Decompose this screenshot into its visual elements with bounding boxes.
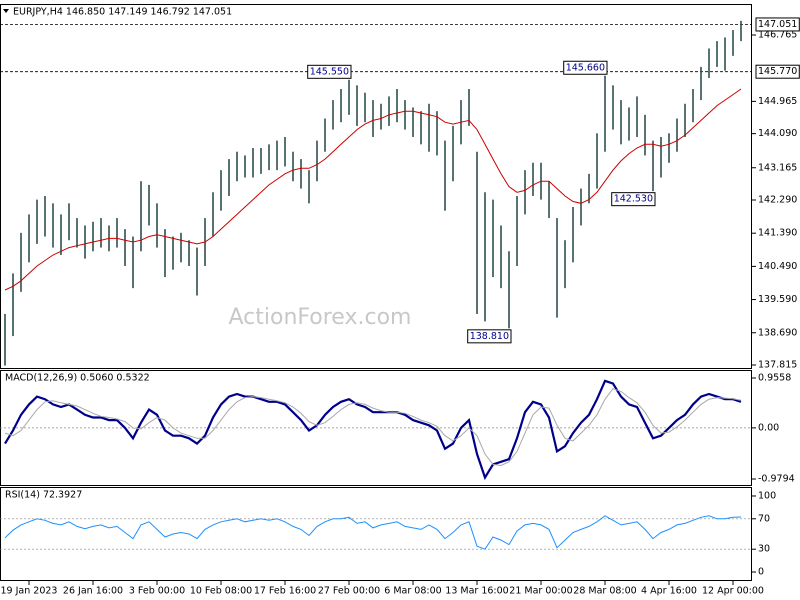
y-tick-label: 146.765 [758,30,797,41]
y-tick-label: 144.090 [758,128,797,139]
y-tick-label: 139.590 [758,294,797,305]
x-tick-label: 4 Apr 16:00 [641,586,697,597]
price-line-label-box [755,17,800,32]
swing-label: 145.550 [310,66,349,77]
x-tick-label: 17 Feb 16:00 [254,586,316,597]
price-panel-frame [0,4,752,369]
swing-label: 138.810 [470,331,509,342]
swing-label-box [307,64,352,79]
symbol-menu-icon [3,9,9,13]
x-tick-label: 19 Jan 2023 [1,586,58,597]
y-tick-label: 70 [758,513,770,524]
panel-title: EURJPY,H4 146.850 147.149 146.792 147.05… [13,7,232,18]
swing-label: 145.660 [566,62,605,73]
x-tick-label: 13 Mar 16:00 [445,586,508,597]
y-tick-label: 141.390 [758,228,797,239]
swing-label: 142.530 [614,194,653,205]
swing-label-box [611,192,656,207]
x-tick-label: 10 Feb 08:00 [190,586,252,597]
indicator-line [4,388,742,467]
x-tick-label: 27 Feb 00:00 [318,586,380,597]
x-tick-label: 6 Mar 08:00 [384,586,441,597]
panel-title: RSI(14) 72.3927 [5,490,82,501]
y-tick-label: 100 [758,490,776,501]
y-tick-label: 144.965 [758,96,797,107]
rsi-panel-frame [0,487,752,581]
x-tick-label: 3 Feb 00:00 [129,586,185,597]
x-tick-label: 21 Mar 00:00 [509,586,572,597]
price-line-label: 147.051 [758,19,797,30]
y-tick-label: 142.290 [758,195,797,206]
x-tick-label: 12 Apr 00:00 [702,586,764,597]
y-tick-label: 138.690 [758,327,797,338]
y-tick-label: 0 [758,567,764,578]
y-tick-label: 0.00 [758,422,779,433]
y-tick-label: 0.9558 [758,373,791,384]
watermark: ActionForex.com [229,305,412,330]
y-tick-label: 140.490 [758,261,797,272]
moving-average [4,88,742,291]
price-line-label-box [755,64,800,79]
y-tick-label: 30 [758,544,770,555]
indicator-line [4,379,742,481]
x-tick-label: 26 Jan 16:00 [63,586,123,597]
panel-title: MACD(12,26,9) 0.5060 0.5322 [5,373,150,384]
y-tick-label: -0.9794 [758,474,795,485]
price-line-label: 145.770 [758,66,797,77]
swing-label-box [467,329,512,344]
y-tick-label: 137.815 [758,360,797,371]
indicator-line [4,515,742,550]
y-tick-label: 143.165 [758,162,797,173]
swing-label-box [563,60,608,75]
x-tick-label: 28 Mar 08:00 [573,586,636,597]
